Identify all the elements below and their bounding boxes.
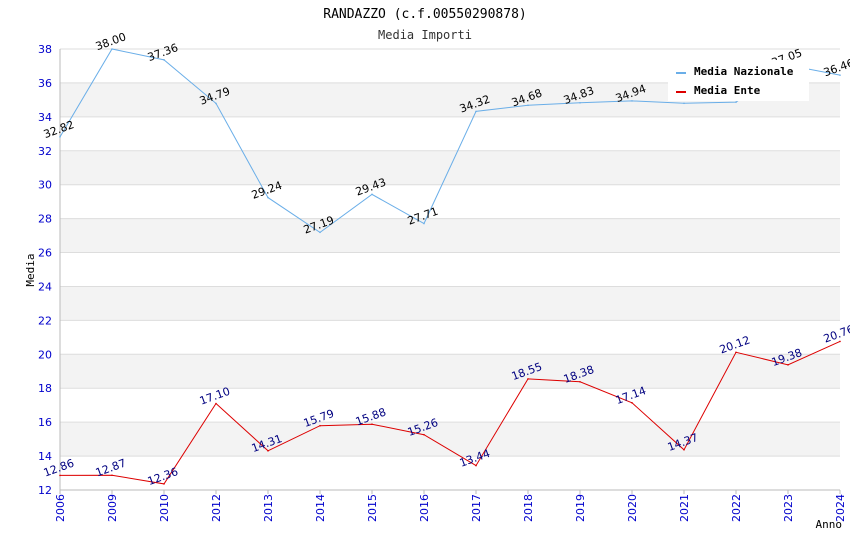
y-tick-label: 38 <box>38 43 52 56</box>
x-tick-label: 2014 <box>314 494 327 522</box>
grid-band <box>60 218 840 253</box>
data-point <box>839 340 841 343</box>
y-axis-label: Media <box>24 253 37 286</box>
x-tick-label: 2015 <box>366 494 379 522</box>
data-point <box>839 74 841 76</box>
data-point <box>163 483 165 485</box>
data-point <box>683 102 685 105</box>
data-label: 36.46 <box>822 56 850 79</box>
data-point <box>59 474 61 477</box>
data-point <box>787 364 789 366</box>
data-label: 12.87 <box>94 456 128 479</box>
chart-subtitle: Media Importi <box>378 28 472 42</box>
data-point <box>527 378 529 380</box>
legend-label-media-nazionale: Media Nazionale <box>694 65 794 78</box>
y-tick-label: 32 <box>38 145 52 158</box>
data-point <box>631 402 633 404</box>
x-tick-label: 2019 <box>574 494 587 522</box>
y-tick-label: 12 <box>38 484 52 497</box>
y-tick-label: 26 <box>38 247 52 260</box>
data-label: 38.00 <box>94 30 128 53</box>
x-axis-label: Anno <box>816 518 843 531</box>
data-point <box>319 424 321 427</box>
data-point <box>631 100 633 102</box>
data-point <box>423 433 425 436</box>
y-tick-label: 28 <box>38 213 52 226</box>
x-tick-label: 2006 <box>54 494 67 522</box>
series-line-1 <box>59 340 841 485</box>
y-axis-ticks: 12 14 16 18 20 22 24 26 28 30 32 34 36 38 <box>38 43 52 497</box>
series-group <box>59 48 841 485</box>
data-point <box>267 450 269 452</box>
x-tick-label: 2013 <box>262 494 275 522</box>
legend: Media Nazionale Media Ente <box>668 60 809 101</box>
x-tick-label: 2021 <box>678 494 691 522</box>
x-tick-label: 2016 <box>418 494 431 522</box>
x-tick-label: 2018 <box>522 494 535 522</box>
data-point <box>527 104 529 107</box>
y-tick-label: 14 <box>38 450 52 463</box>
legend-label-media-ente: Media Ente <box>694 84 761 97</box>
grid-bands <box>60 82 840 457</box>
grid-band <box>60 286 840 321</box>
data-point <box>267 196 269 199</box>
data-point <box>371 193 373 196</box>
x-tick-label: 2012 <box>210 494 223 522</box>
data-label: 20.76 <box>822 323 850 346</box>
data-point <box>111 474 113 477</box>
x-tick-label: 2022 <box>730 494 743 522</box>
x-tick-label: 2009 <box>106 494 119 522</box>
y-tick-label: 20 <box>38 348 52 361</box>
y-tick-label: 30 <box>38 179 52 192</box>
data-point <box>215 402 217 405</box>
data-point <box>579 380 581 383</box>
data-point <box>215 102 217 105</box>
y-tick-label: 36 <box>38 77 52 90</box>
data-label: 12.36 <box>146 465 180 488</box>
y-tick-label: 34 <box>38 111 52 124</box>
y-tick-label: 22 <box>38 314 52 327</box>
grid-band <box>60 354 840 389</box>
x-tick-label: 2010 <box>158 494 171 522</box>
data-point <box>735 351 737 354</box>
x-tick-label: 2020 <box>626 494 639 522</box>
data-point <box>111 48 113 50</box>
x-tick-label: 2017 <box>470 494 483 522</box>
x-axis-ticks: 2006 2009 2010 2012 2013 2014 2015 2016 2017 2018… <box>54 490 847 522</box>
series-line-0 <box>59 48 841 234</box>
data-point <box>163 59 165 61</box>
grid-lines <box>60 48 840 491</box>
grid-band <box>60 422 840 457</box>
y-tick-label: 18 <box>38 382 52 395</box>
y-tick-label: 16 <box>38 416 52 429</box>
data-point <box>475 464 477 467</box>
data-point <box>683 449 685 451</box>
data-point <box>371 423 373 425</box>
axes <box>59 49 840 491</box>
data-point <box>475 110 477 113</box>
data-point <box>59 136 61 138</box>
x-tick-label: 2023 <box>782 494 795 522</box>
y-tick-label: 24 <box>38 280 52 293</box>
chart-title: RANDAZZO (c.f.00550290878) <box>323 7 527 22</box>
data-point <box>319 231 321 234</box>
legend-box <box>668 60 809 101</box>
x-tick-label: 2024 <box>834 494 847 522</box>
data-label: 37.36 <box>146 41 180 64</box>
data-point <box>423 222 425 225</box>
data-point <box>735 101 737 103</box>
data-label: 20.12 <box>718 333 752 356</box>
data-point <box>579 101 581 104</box>
